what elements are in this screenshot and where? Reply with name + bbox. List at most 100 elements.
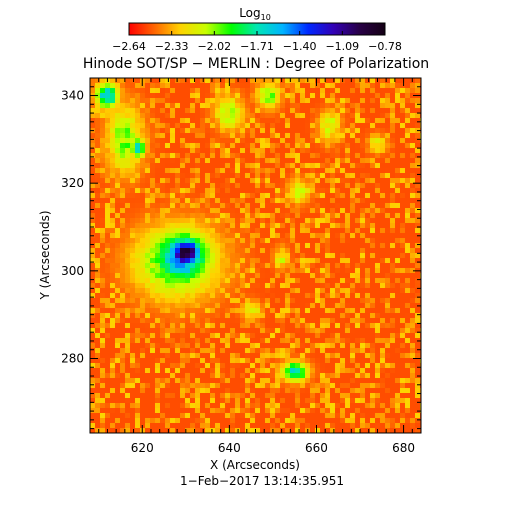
heatmap-cell [245, 103, 250, 108]
heatmap-cell [285, 363, 290, 368]
heatmap-cell [220, 263, 225, 268]
heatmap-cell [370, 83, 375, 88]
heatmap-cell [350, 263, 355, 268]
heatmap-cell [165, 283, 170, 288]
heatmap-cell [150, 78, 155, 83]
heatmap-cell [360, 93, 365, 98]
heatmap-cell [260, 323, 265, 328]
heatmap-cell [110, 313, 115, 318]
heatmap-cell [345, 368, 350, 373]
heatmap-cell [270, 398, 275, 403]
heatmap-cell [210, 103, 215, 108]
heatmap-cell [205, 78, 210, 83]
heatmap-cell [225, 203, 230, 208]
heatmap-cell [300, 408, 305, 413]
heatmap-cell [390, 228, 395, 233]
heatmap-cell [185, 188, 190, 193]
heatmap-cell [290, 173, 295, 178]
heatmap-cell [310, 368, 315, 373]
heatmap-cell [160, 338, 165, 343]
heatmap-cell [265, 298, 270, 303]
heatmap-cell [255, 293, 260, 298]
heatmap-cell [230, 83, 235, 88]
heatmap-cell [180, 308, 185, 313]
heatmap-cell [365, 158, 370, 163]
heatmap-cell [265, 288, 270, 293]
heatmap-cell [195, 393, 200, 398]
heatmap-cell [225, 178, 230, 183]
heatmap-cell [245, 118, 250, 123]
heatmap-cell [145, 428, 150, 433]
heatmap-cell [315, 308, 320, 313]
heatmap-cell [400, 258, 405, 263]
heatmap-cell [305, 143, 310, 148]
heatmap-cell [405, 398, 410, 403]
heatmap-cell [95, 103, 100, 108]
heatmap-cell [375, 388, 380, 393]
heatmap-cell [340, 348, 345, 353]
heatmap-cell [355, 233, 360, 238]
heatmap-cell [115, 343, 120, 348]
heatmap-cell [385, 198, 390, 203]
heatmap-cell [410, 88, 415, 93]
heatmap-cell [175, 313, 180, 318]
heatmap-cell [310, 388, 315, 393]
heatmap-cell [355, 398, 360, 403]
heatmap-cell [130, 373, 135, 378]
heatmap-cell [260, 138, 265, 143]
heatmap-cell [240, 223, 245, 228]
heatmap-cell [290, 78, 295, 83]
heatmap-cell [350, 343, 355, 348]
heatmap-cell [380, 248, 385, 253]
heatmap-cell [215, 403, 220, 408]
heatmap-cell [215, 203, 220, 208]
heatmap-cell [200, 103, 205, 108]
heatmap-cell [220, 413, 225, 418]
heatmap-cell [110, 98, 115, 103]
heatmap-cell [375, 183, 380, 188]
heatmap-cell [255, 153, 260, 158]
heatmap-cell [140, 108, 145, 113]
heatmap-cell [310, 363, 315, 368]
heatmap-cell [315, 148, 320, 153]
heatmap-cell [130, 158, 135, 163]
heatmap-cell [330, 303, 335, 308]
heatmap-cell [305, 393, 310, 398]
heatmap-cell [130, 323, 135, 328]
heatmap-cell [140, 298, 145, 303]
heatmap-cell [275, 388, 280, 393]
heatmap-cell [95, 248, 100, 253]
heatmap-cell [130, 308, 135, 313]
heatmap-cell [290, 98, 295, 103]
heatmap-cell [315, 243, 320, 248]
heatmap-cell [330, 423, 335, 428]
heatmap-cell [245, 248, 250, 253]
heatmap-cell [150, 113, 155, 118]
heatmap-cell [370, 243, 375, 248]
heatmap-cell [405, 348, 410, 353]
heatmap-cell [120, 193, 125, 198]
heatmap-cell [260, 423, 265, 428]
heatmap-cell [215, 198, 220, 203]
heatmap-cell [335, 373, 340, 378]
heatmap-cell [325, 288, 330, 293]
heatmap-cell [200, 163, 205, 168]
heatmap-cell [365, 93, 370, 98]
heatmap-cell [90, 113, 95, 118]
heatmap-cell [160, 213, 165, 218]
heatmap-cell [400, 348, 405, 353]
heatmap-cell [200, 308, 205, 313]
heatmap-cell [395, 248, 400, 253]
heatmap-cell [240, 248, 245, 253]
heatmap-cell [365, 428, 370, 433]
heatmap-cell [145, 228, 150, 233]
heatmap-cell [260, 263, 265, 268]
heatmap-cell [140, 368, 145, 373]
heatmap-cell [330, 348, 335, 353]
heatmap-cell [415, 193, 420, 198]
heatmap-cell [285, 203, 290, 208]
heatmap-cell [380, 373, 385, 378]
heatmap-cell [220, 283, 225, 288]
heatmap-cell [405, 333, 410, 338]
heatmap-cell [105, 403, 110, 408]
